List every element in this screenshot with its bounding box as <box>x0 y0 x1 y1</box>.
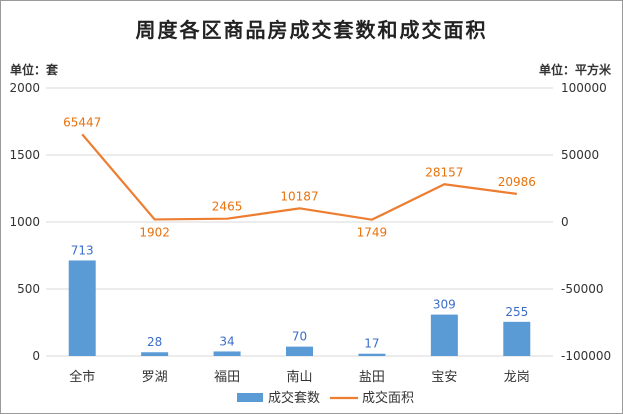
right-axis-unit: 单位：平方米 <box>538 63 611 77</box>
line-data-label: 10187 <box>280 189 318 203</box>
right-tick-label: 50000 <box>561 148 599 162</box>
legend-bar-swatch <box>237 393 263 402</box>
left-tick-label: 1000 <box>9 215 40 229</box>
left-tick-label: 500 <box>17 282 40 296</box>
category-label: 宝安 <box>431 370 457 385</box>
category-label: 全市 <box>69 369 95 385</box>
bar-data-label: 34 <box>219 334 234 348</box>
line-data-label: 2465 <box>212 200 243 214</box>
chart-title: 周度各区商品房成交套数和成交面积 <box>135 18 488 42</box>
line-data-label: 20986 <box>498 175 536 189</box>
bar-data-label: 713 <box>71 243 94 257</box>
bar <box>503 321 531 356</box>
line-data-label: 28157 <box>425 165 463 179</box>
bar <box>141 352 169 356</box>
left-axis-unit: 单位：套 <box>10 63 59 77</box>
category-label: 罗湖 <box>142 370 168 385</box>
right-tick-label: 100000 <box>561 81 607 95</box>
category-label: 盐田 <box>359 370 385 385</box>
right-tick-label: -50000 <box>561 282 604 296</box>
right-tick-label: -100000 <box>561 349 611 363</box>
legend-line-label: 成交面积 <box>362 390 414 406</box>
bar-data-label: 17 <box>364 337 379 351</box>
category-label: 南山 <box>286 369 312 385</box>
bar <box>68 260 96 356</box>
bar-data-label: 70 <box>292 330 307 344</box>
bar <box>430 314 458 356</box>
category-label: 福田 <box>214 370 240 385</box>
line-data-label: 1902 <box>139 225 170 239</box>
bar <box>358 353 386 356</box>
bar-data-label: 28 <box>147 335 162 349</box>
legend-bar-label: 成交套数 <box>268 390 320 406</box>
bar-data-label: 309 <box>433 298 456 312</box>
line-data-label: 65447 <box>63 115 101 129</box>
line-data-label: 1749 <box>357 226 388 240</box>
category-label: 龙岗 <box>504 370 530 385</box>
left-tick-label: 1500 <box>9 148 40 162</box>
bar <box>286 346 313 356</box>
bar <box>213 351 241 356</box>
left-tick-label: 0 <box>32 349 40 363</box>
right-tick-label: 0 <box>561 215 569 229</box>
left-tick-label: 2000 <box>9 81 40 95</box>
bar-data-label: 255 <box>505 305 528 319</box>
line-series <box>81 133 517 221</box>
